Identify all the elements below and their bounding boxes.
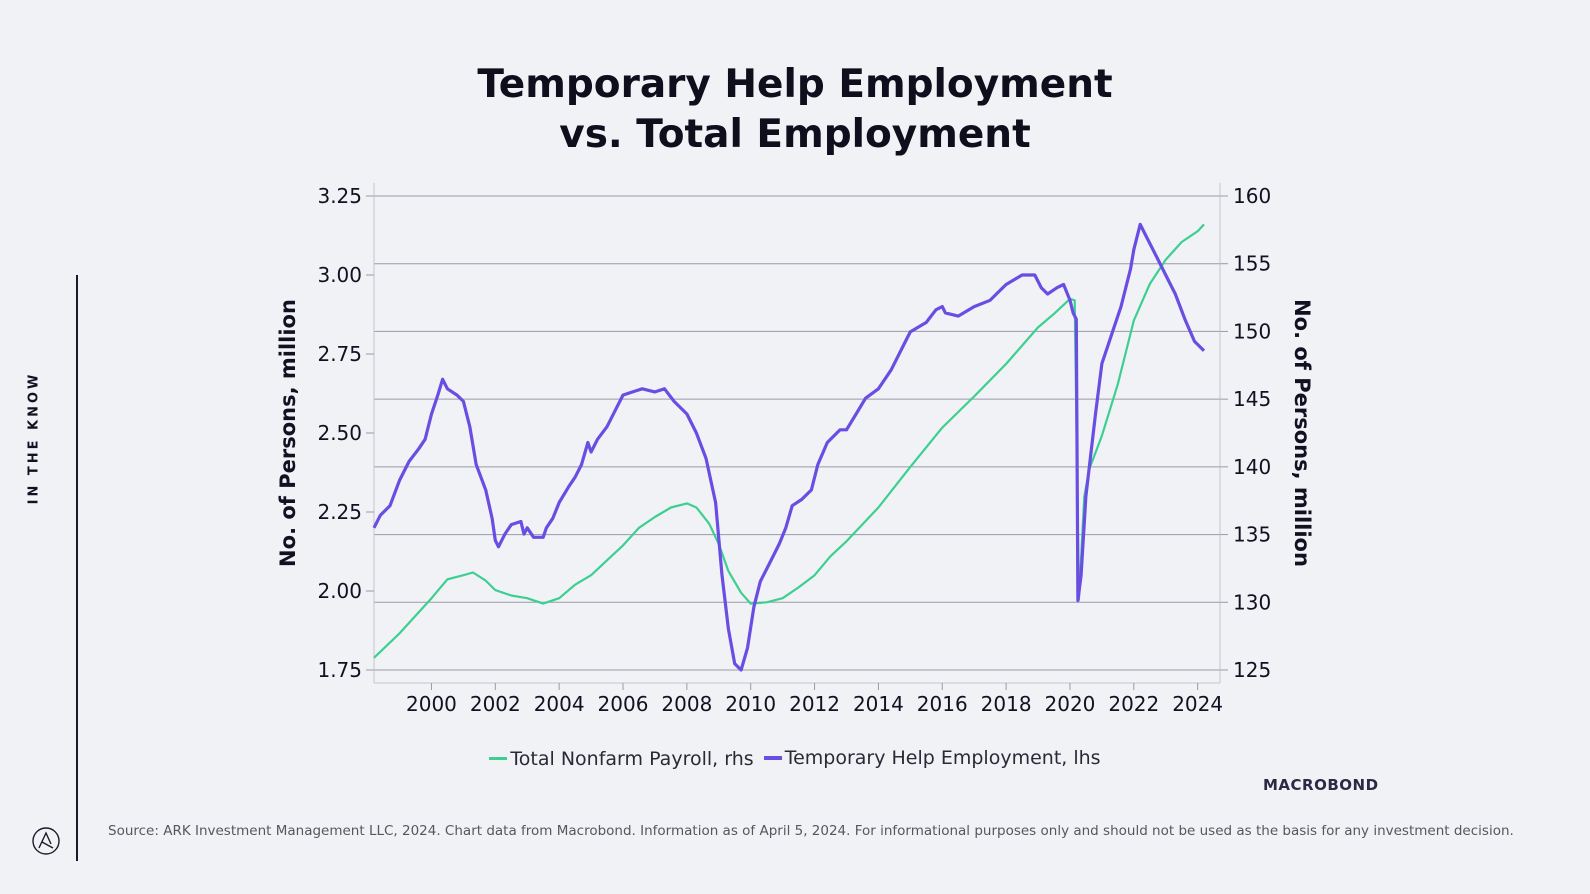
grid-lines [374, 195, 1220, 671]
legend-item-payroll: Total Nonfarm Payroll, rhs [489, 747, 754, 770]
chart-title-line-1: Temporary Help Employment [477, 62, 1113, 107]
x-tick-label: 2022 [1108, 692, 1159, 716]
series-line-temporary-help-employment [372, 222, 1206, 672]
x-tick-label: 2002 [470, 692, 521, 716]
legend-swatch-temp-help [763, 756, 782, 760]
left-tick-label: 1.75 [317, 658, 362, 682]
x-tick-label: 2018 [981, 692, 1032, 716]
x-tick-label: 2024 [1172, 692, 1223, 716]
x-tick-label: 2008 [661, 692, 712, 716]
right-tick-label: 140 [1233, 455, 1271, 479]
legend-swatch-payroll [489, 757, 508, 760]
right-tick-label: 125 [1233, 658, 1271, 682]
source-note: Source: ARK Investment Management LLC, 2… [108, 823, 1514, 839]
legend-item-temp-help: Temporary Help Employment, lhs [763, 747, 1101, 769]
right-axis-label: No. of Persons, million [1290, 299, 1314, 567]
left-tick-label: 2.75 [317, 342, 362, 366]
chart-plot: 1.75 2.00 2.25 2.50 2.75 3.00 3.25 125 130 135 14… [276, 183, 1314, 716]
x-tick-label: 2010 [725, 692, 776, 716]
chart-title-line-2: vs. Total Employment [559, 112, 1031, 157]
left-tick-label: 2.50 [317, 421, 362, 445]
x-tick-label: 2016 [917, 692, 968, 716]
x-tick-label: 2004 [534, 692, 585, 716]
x-tick-label: 2014 [853, 692, 904, 716]
left-tick-label: 3.25 [317, 184, 362, 208]
x-tick-label: 2012 [789, 692, 840, 716]
right-tick-label: 135 [1233, 523, 1271, 547]
left-axis-label: No. of Persons, million [276, 299, 300, 567]
right-tick-label: 130 [1233, 590, 1271, 614]
right-tick-label: 155 [1233, 252, 1271, 276]
ark-logo-icon [32, 827, 60, 855]
right-axis-ticks: 125 130 135 140 145 150 155 160 [1220, 184, 1271, 682]
left-axis-ticks: 1.75 2.00 2.25 2.50 2.75 3.00 3.25 [317, 184, 374, 682]
x-tick-label: 2020 [1045, 692, 1096, 716]
x-axis-ticks: 2000 2002 2004 2006 2008 2010 2012 2014 2016 2018… [406, 683, 1223, 716]
right-tick-label: 160 [1233, 184, 1271, 208]
right-tick-label: 150 [1233, 319, 1271, 343]
left-tick-label: 2.00 [317, 579, 362, 603]
chart-legend: Total Nonfarm Payroll, rhs Temporary Hel… [0, 743, 1590, 770]
x-tick-label: 2000 [406, 692, 457, 716]
x-tick-label: 2006 [598, 692, 649, 716]
right-tick-label: 145 [1233, 387, 1271, 411]
legend-label-temp-help: Temporary Help Employment, lhs [784, 747, 1101, 769]
macrobond-logo: MACROBOND [1263, 776, 1379, 794]
left-tick-label: 3.00 [317, 263, 362, 287]
legend-label-payroll: Total Nonfarm Payroll, rhs [510, 747, 754, 770]
left-tick-label: 2.25 [317, 500, 362, 524]
side-divider [76, 275, 78, 861]
